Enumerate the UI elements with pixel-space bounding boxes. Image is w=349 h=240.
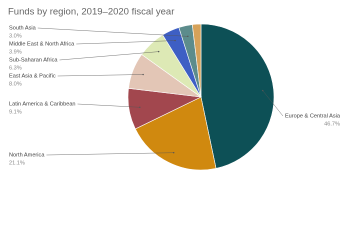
slice-label: Europe & Central Asia <box>285 113 341 119</box>
page: {"chart_data": {"type": "pie", "title": … <box>8 6 341 171</box>
leader-dot <box>173 152 175 154</box>
slice-value-label: 3.0% <box>9 33 22 39</box>
leader-dot <box>174 39 176 42</box>
slice-value-label: 46.7% <box>324 121 340 127</box>
leader-dot <box>142 73 144 76</box>
leader-line <box>59 51 159 61</box>
slice-label: Sub-Saharan Africa <box>9 57 58 63</box>
leader-line <box>37 27 188 37</box>
leader-line <box>262 90 284 117</box>
leader-line <box>77 103 140 108</box>
slice-label: Latin America & Caribbean <box>9 101 76 107</box>
chart-title: Funds by region, 2019–2020 fiscal year <box>8 7 174 18</box>
leader-dot <box>157 50 160 53</box>
pie-slice <box>191 23 202 98</box>
slice-value-label: 21.1% <box>9 160 25 166</box>
leader-line <box>57 74 144 77</box>
leader-line <box>76 40 176 45</box>
slice-value-label: 9.1% <box>9 109 22 115</box>
leader-dot <box>262 89 264 92</box>
slice-value-label: 6.3% <box>9 65 22 71</box>
slice-value-label: 3.9% <box>9 49 22 55</box>
slice-label: East Asia & Pacific <box>9 73 56 79</box>
leader-dot <box>187 35 189 38</box>
chart: Funds by region, 2019–2020 fiscal year E… <box>8 7 341 171</box>
leader-dot <box>139 106 141 108</box>
slice-label: South Asia <box>9 25 37 31</box>
slice-value-label: 8.0% <box>9 81 22 87</box>
slice-label: Middle East & North Africa <box>9 41 75 47</box>
pie-slice <box>134 96 217 171</box>
slice-label: North America <box>9 152 45 158</box>
leader-line <box>46 152 174 156</box>
pie-slice <box>200 23 275 169</box>
